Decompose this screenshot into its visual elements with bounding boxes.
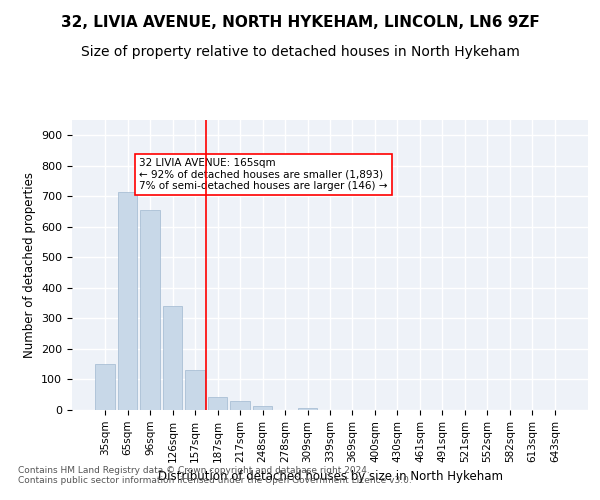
Bar: [230, 401, 250, 410]
Bar: [118, 192, 137, 410]
Text: Contains HM Land Registry data © Crown copyright and database right 2024.
Contai: Contains HM Land Registry data © Crown c…: [18, 466, 412, 485]
Bar: [140, 210, 160, 410]
Y-axis label: Number of detached properties: Number of detached properties: [23, 172, 35, 358]
Bar: [298, 408, 317, 410]
Bar: [163, 306, 182, 410]
Bar: [95, 364, 115, 410]
Bar: [208, 397, 227, 410]
Text: 32, LIVIA AVENUE, NORTH HYKEHAM, LINCOLN, LN6 9ZF: 32, LIVIA AVENUE, NORTH HYKEHAM, LINCOLN…: [61, 15, 539, 30]
Bar: [253, 406, 272, 410]
Text: Size of property relative to detached houses in North Hykeham: Size of property relative to detached ho…: [80, 45, 520, 59]
Bar: [185, 370, 205, 410]
Text: 32 LIVIA AVENUE: 165sqm
← 92% of detached houses are smaller (1,893)
7% of semi-: 32 LIVIA AVENUE: 165sqm ← 92% of detache…: [139, 158, 388, 191]
X-axis label: Distribution of detached houses by size in North Hykeham: Distribution of detached houses by size …: [157, 470, 503, 483]
